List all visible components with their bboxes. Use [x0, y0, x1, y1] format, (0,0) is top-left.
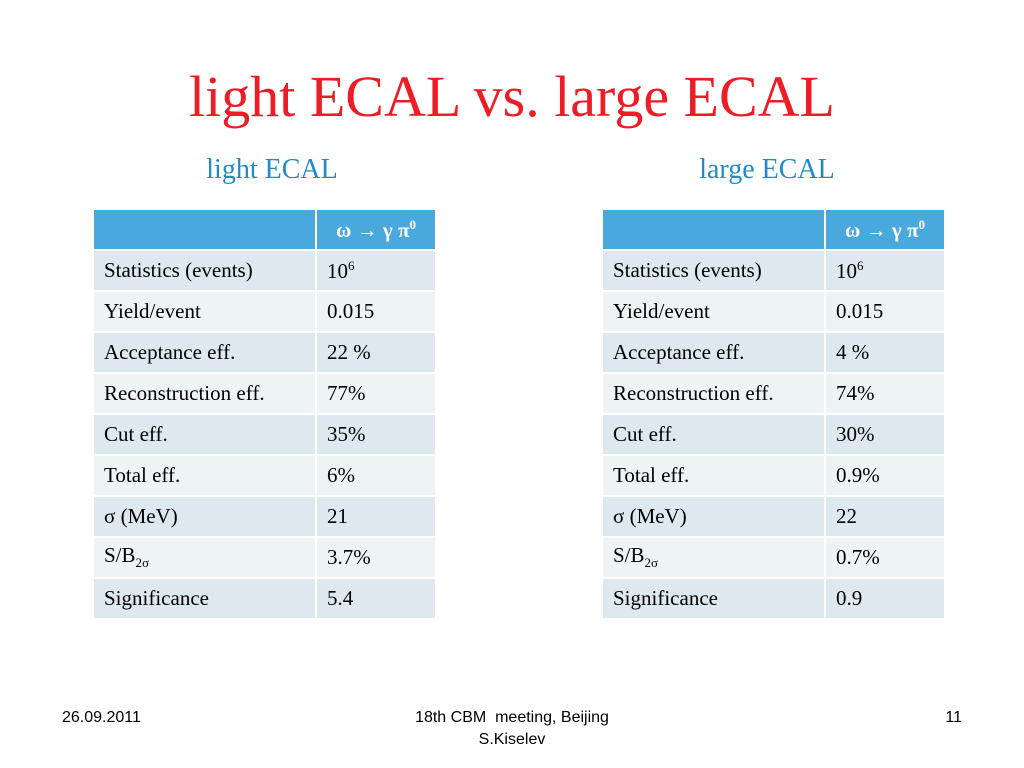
- row-value: 4 %: [824, 331, 946, 374]
- heading-large-ecal: large ECAL: [699, 154, 835, 185]
- label-subscript: 2σ: [135, 555, 150, 571]
- row-value: 35%: [315, 413, 437, 456]
- table-row: Significance 5.4: [92, 577, 437, 620]
- row-value: 5.4: [315, 577, 437, 620]
- row-value: 22: [824, 495, 946, 538]
- pi-superscript: 0: [409, 216, 416, 232]
- row-label: Yield/event: [601, 290, 826, 333]
- row-label: Reconstruction eff.: [92, 372, 317, 415]
- pi-symbol: π: [397, 217, 410, 242]
- value-superscript: 6: [348, 257, 355, 273]
- label-base: S/B: [613, 543, 645, 568]
- table-row: S/B2σ 3.7%: [92, 536, 437, 579]
- row-value: 6%: [315, 454, 437, 497]
- row-label: σ (MeV): [601, 495, 826, 538]
- row-value: 0.015: [315, 290, 437, 333]
- row-value: 106: [824, 249, 946, 292]
- row-label: Total eff.: [92, 454, 317, 497]
- row-label: Statistics (events): [601, 249, 826, 292]
- table-row: Cut eff. 30%: [601, 413, 946, 456]
- value-superscript: 6: [857, 257, 864, 273]
- pi-superscript: 0: [918, 216, 925, 232]
- table-row: Total eff. 0.9%: [601, 454, 946, 497]
- arrow-icon: →: [865, 217, 887, 242]
- table-row: Total eff. 6%: [92, 454, 437, 497]
- row-label: Significance: [601, 577, 826, 620]
- footer-event-line1: 18th CBM meeting, Beijing: [415, 709, 609, 726]
- arrow-icon: →: [356, 217, 378, 242]
- table-row: σ (MeV) 22: [601, 495, 946, 538]
- row-label: Cut eff.: [92, 413, 317, 456]
- omega-symbol: ω: [336, 217, 352, 242]
- row-label: S/B2σ: [601, 536, 826, 579]
- table-row: Statistics (events) 106: [92, 249, 437, 292]
- gamma-symbol: γ: [891, 217, 902, 242]
- footer-event-line2: S.Kiselev: [478, 731, 546, 748]
- gamma-symbol: γ: [382, 217, 393, 242]
- large-ecal-table: ω → γ π0 Statistics (events) 106 Yield/e…: [601, 208, 946, 620]
- row-label: Statistics (events): [92, 249, 317, 292]
- row-value: 0.9%: [824, 454, 946, 497]
- omega-symbol: ω: [845, 217, 861, 242]
- table-row: S/B2σ 0.7%: [601, 536, 946, 579]
- row-value: 3.7%: [315, 536, 437, 579]
- row-value: 30%: [824, 413, 946, 456]
- table-header-row: ω → γ π0: [601, 208, 946, 251]
- table-row: Yield/event 0.015: [601, 290, 946, 333]
- heading-light-ecal: light ECAL: [206, 154, 338, 185]
- table-row: Reconstruction eff. 74%: [601, 372, 946, 415]
- row-value: 74%: [824, 372, 946, 415]
- table-row: Reconstruction eff. 77%: [92, 372, 437, 415]
- table-row: σ (MeV) 21: [92, 495, 437, 538]
- footer-event: 18th CBM meeting, Beijing S.Kiselev: [312, 707, 712, 751]
- light-ecal-table: ω → γ π0 Statistics (events) 106 Yield/e…: [92, 208, 437, 620]
- table-row: Cut eff. 35%: [92, 413, 437, 456]
- row-label: Total eff.: [601, 454, 826, 497]
- row-value: 0.015: [824, 290, 946, 333]
- table-row: Acceptance eff. 4 %: [601, 331, 946, 374]
- label-base: S/B: [104, 543, 136, 568]
- footer-date: 26.09.2011: [62, 709, 141, 726]
- label-subscript: 2σ: [644, 555, 659, 571]
- row-label: S/B2σ: [92, 536, 317, 579]
- row-value: 22 %: [315, 331, 437, 374]
- page-number: 11: [945, 709, 962, 726]
- row-label: Acceptance eff.: [92, 331, 317, 374]
- table-row: Significance 0.9: [601, 577, 946, 620]
- row-value: 106: [315, 249, 437, 292]
- row-value: 77%: [315, 372, 437, 415]
- pi-symbol: π: [906, 217, 919, 242]
- row-label: Cut eff.: [601, 413, 826, 456]
- row-label: Acceptance eff.: [601, 331, 826, 374]
- table-row: Yield/event 0.015: [92, 290, 437, 333]
- row-label: Significance: [92, 577, 317, 620]
- value-base: 10: [327, 258, 348, 283]
- table-row: Acceptance eff. 22 %: [92, 331, 437, 374]
- table-row: Statistics (events) 106: [601, 249, 946, 292]
- header-blank-cell: [92, 208, 317, 251]
- header-decay-cell: ω → γ π0: [315, 208, 437, 251]
- row-label: Yield/event: [92, 290, 317, 333]
- header-decay-cell: ω → γ π0: [824, 208, 946, 251]
- table-header-row: ω → γ π0: [92, 208, 437, 251]
- slide-title: light ECAL vs. large ECAL: [189, 64, 835, 129]
- row-label: σ (MeV): [92, 495, 317, 538]
- header-blank-cell: [601, 208, 826, 251]
- value-base: 10: [836, 258, 857, 283]
- row-value: 0.9: [824, 577, 946, 620]
- row-label: Reconstruction eff.: [601, 372, 826, 415]
- row-value: 0.7%: [824, 536, 946, 579]
- row-value: 21: [315, 495, 437, 538]
